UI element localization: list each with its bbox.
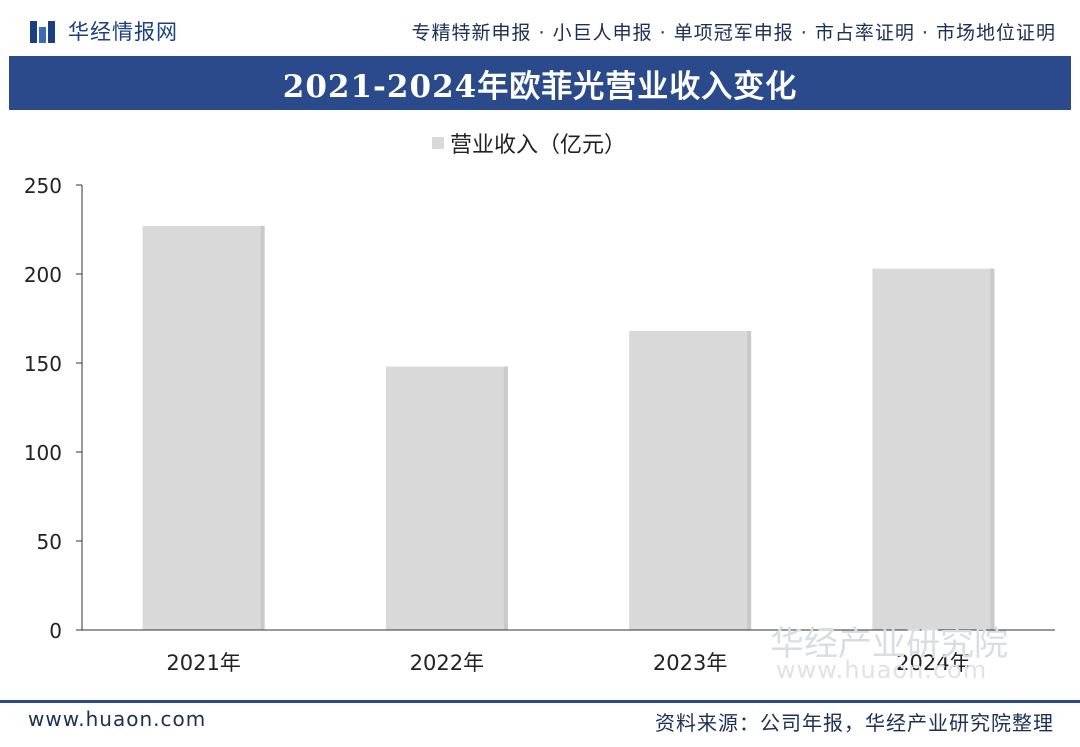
y-tick-label: 150 bbox=[24, 352, 62, 376]
x-tick-label: 2023年 bbox=[653, 651, 727, 675]
bar-chart: 营业收入（亿元） 0 50 100 150 200 250 2021年 2022年 2023年… bbox=[24, 133, 1055, 675]
y-tick-label: 50 bbox=[37, 530, 62, 554]
top-nav-services: 专精特新申报 · 小巨人申报 · 单项冠军申报 · 市占率证明 · 市场地位证明 bbox=[411, 22, 1056, 44]
bar-edge bbox=[260, 225, 265, 630]
bar-edge bbox=[503, 366, 508, 630]
bar-edge bbox=[990, 268, 995, 630]
bars bbox=[142, 225, 995, 630]
footer: www.huaon.com 资料来源：公司年报，华经产业研究院整理 bbox=[0, 700, 1080, 747]
logo-text: 华经情报网 bbox=[68, 20, 178, 44]
bar bbox=[629, 330, 752, 630]
y-tick-label: 250 bbox=[24, 174, 62, 198]
chart-area: 华经产业研究院 www.huaon.com 营业收入（亿元） 0 50 100 150… bbox=[0, 110, 1080, 700]
bar-edge bbox=[747, 330, 752, 630]
x-tick-label: 2021年 bbox=[166, 651, 240, 675]
y-tick-label: 100 bbox=[24, 441, 62, 465]
y-axis: 0 50 100 150 200 250 bbox=[24, 174, 83, 643]
site-logo[interactable]: 华经情报网 bbox=[30, 18, 178, 44]
bar bbox=[872, 268, 995, 630]
x-tick-label: 2022年 bbox=[410, 651, 484, 675]
legend-swatch bbox=[432, 137, 444, 149]
legend-label: 营业收入（亿元） bbox=[450, 133, 626, 158]
bar bbox=[142, 225, 265, 630]
footer-site-url[interactable]: www.huaon.com bbox=[28, 707, 207, 731]
x-tick-label: 2024年 bbox=[896, 651, 970, 675]
legend: 营业收入（亿元） bbox=[432, 133, 626, 158]
y-tick-label: 0 bbox=[49, 619, 62, 643]
bar bbox=[385, 366, 508, 630]
watermark-brand: 华经产业研究院 bbox=[770, 624, 1008, 664]
top-bar: 华经情报网 专精特新申报 · 小巨人申报 · 单项冠军申报 · 市占率证明 · … bbox=[0, 0, 1080, 56]
title-bar: 2021-2024年欧菲光营业收入变化 bbox=[9, 56, 1071, 110]
footer-source: 资料来源：公司年报，华经产业研究院整理 bbox=[655, 711, 1054, 735]
chart-title: 2021-2024年欧菲光营业收入变化 bbox=[282, 68, 798, 105]
y-tick-label: 200 bbox=[24, 263, 62, 287]
logo-icon bbox=[30, 19, 56, 43]
x-axis: 2021年 2022年 2023年 2024年 bbox=[82, 629, 1055, 675]
watermark-url: www.huaon.com bbox=[776, 656, 988, 684]
